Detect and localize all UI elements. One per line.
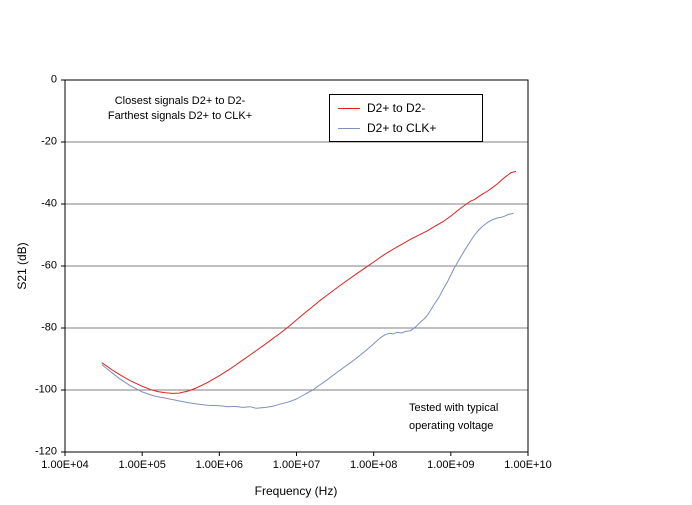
series-line-1	[101, 212, 514, 409]
annotation-test-conditions: Tested with typical operating voltage	[409, 399, 498, 435]
legend-item-d2-to-clk: D2+ to CLK+	[338, 122, 474, 135]
legend-label-d2-to-clk: D2+ to CLK+	[367, 121, 437, 135]
legend-label-d2-to-d2: D2+ to D2-	[367, 101, 426, 115]
x-tick-label: 1.00E+10	[504, 459, 552, 471]
legend-line-sample-red	[338, 108, 360, 109]
y-tick-label: -120	[34, 445, 57, 458]
chart-legend: D2+ to D2- D2+ to CLK+	[329, 94, 483, 142]
x-tick-label: 1.00E+04	[41, 459, 89, 471]
x-axis-title: Frequency (Hz)	[254, 484, 338, 498]
y-tick-label: -80	[41, 321, 57, 334]
annotation-signals-line2: Farthest signals D2+ to CLK+	[107, 110, 253, 122]
annotation-test-conditions-line2: operating voltage	[409, 420, 494, 432]
y-tick-label: 0	[50, 73, 57, 86]
y-tick-label: -40	[41, 197, 57, 210]
annotation-signals: Closest signals D2+ to D2- Farthest sign…	[90, 94, 270, 124]
x-tick-label: 1.00E+08	[349, 459, 398, 471]
series-line-0	[101, 170, 517, 394]
y-tick-label: -100	[34, 383, 57, 396]
x-tick-label: 1.00E+06	[195, 459, 244, 471]
x-tick-label: 1.00E+09	[427, 459, 475, 471]
x-tick-label: 1.00E+05	[118, 459, 166, 471]
x-tick-label: 1.00E+07	[272, 459, 321, 471]
annotation-signals-line1: Closest signals D2+ to D2-	[114, 95, 246, 107]
y-axis-title: S21 (dB)	[15, 242, 29, 290]
y-tick-label: -60	[41, 259, 57, 272]
legend-item-d2-to-d2: D2+ to D2-	[338, 102, 474, 115]
legend-line-sample-blue	[338, 128, 360, 129]
y-tick-label: -20	[41, 135, 57, 148]
annotation-test-conditions-line1: Tested with typical	[409, 402, 499, 414]
